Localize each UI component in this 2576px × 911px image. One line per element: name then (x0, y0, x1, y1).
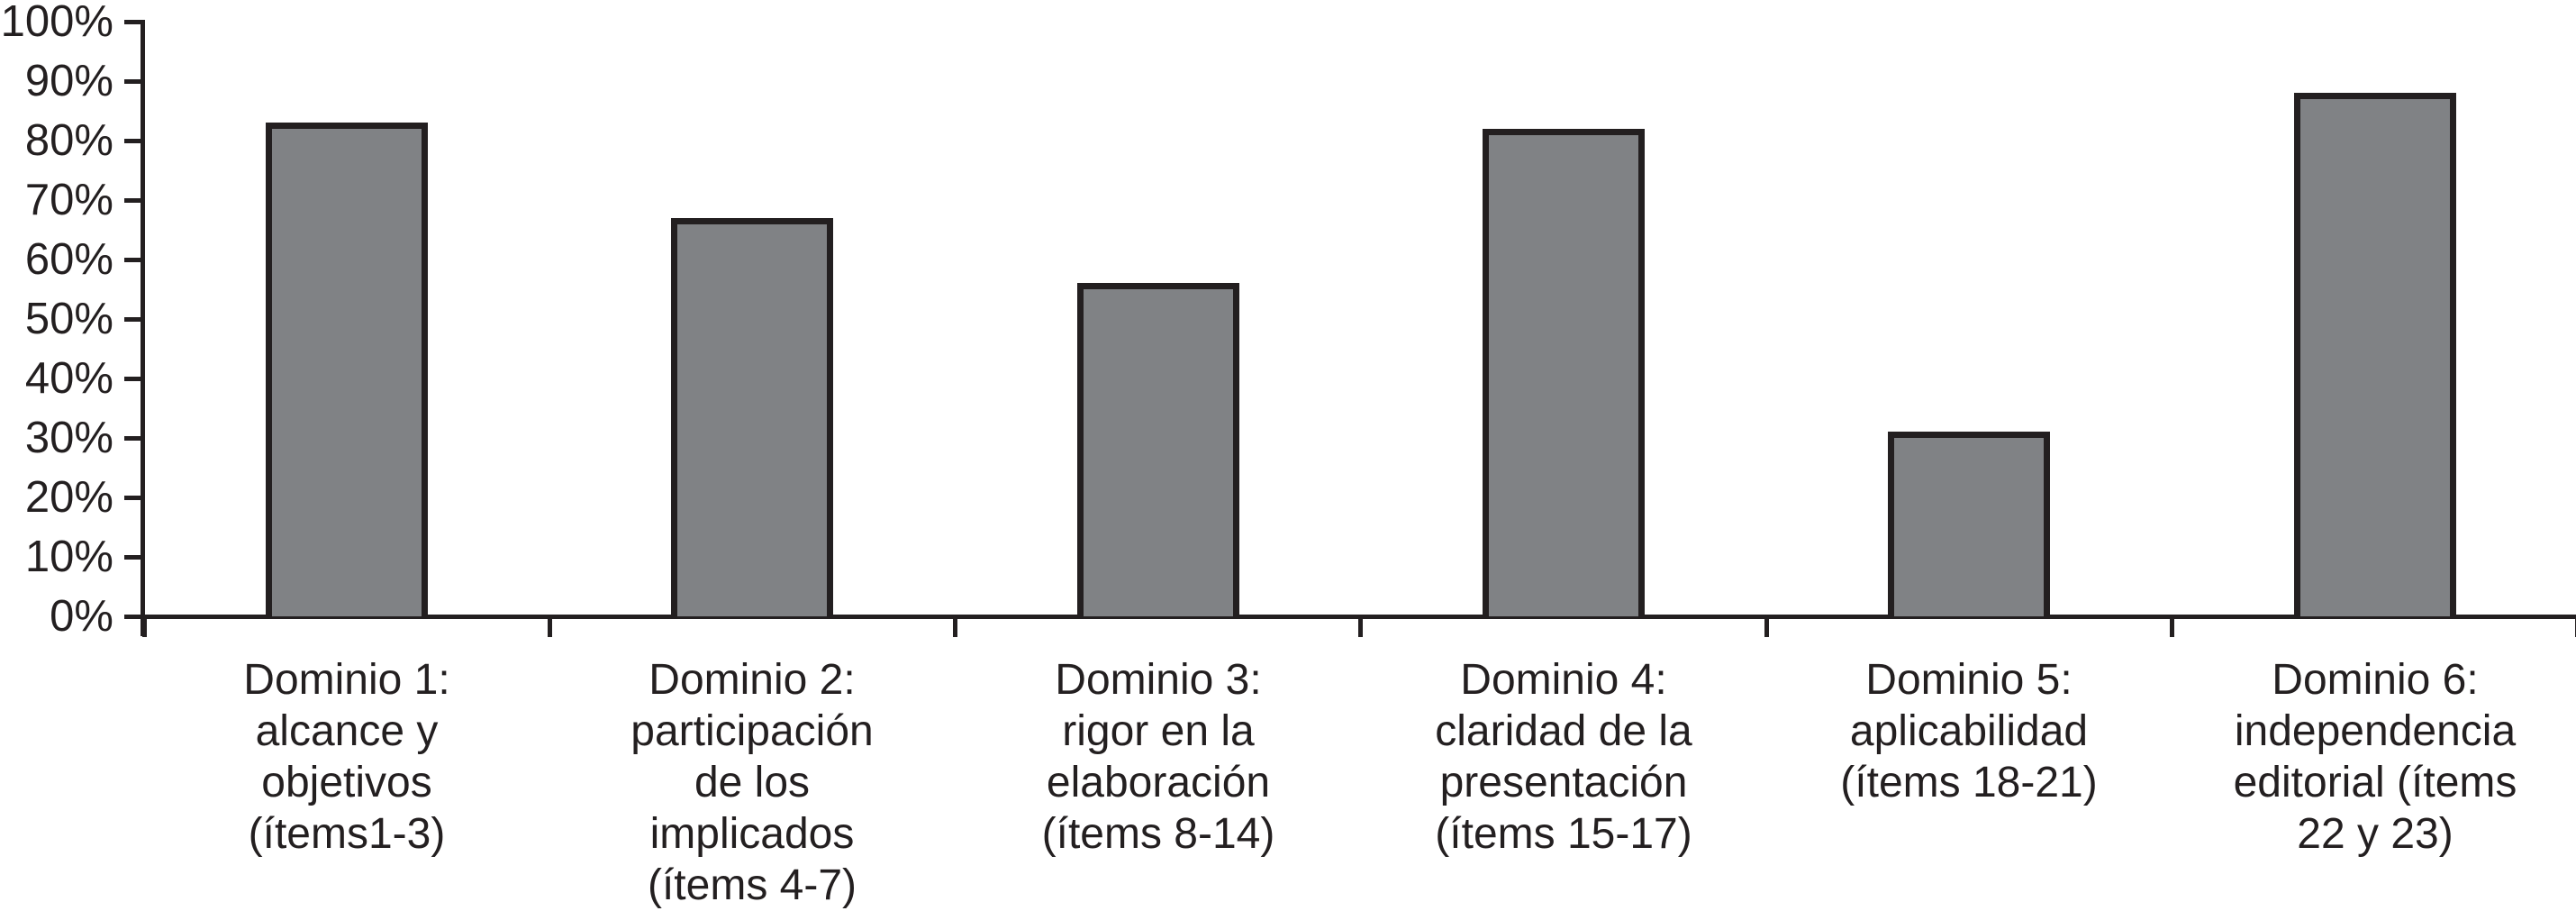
y-tick-mark-0 (124, 615, 144, 619)
y-tick-label-100: 100% (0, 0, 113, 46)
bar-dominio-5 (1888, 432, 2050, 616)
x-tick-mark-0 (142, 616, 147, 637)
category-label-dominio-6: Dominio 6: independencia editorial (ítem… (2233, 656, 2517, 858)
bar-dominio-4 (1483, 129, 1645, 616)
y-tick-mark-60 (124, 258, 144, 262)
y-tick-label-20: 20% (24, 473, 113, 522)
bar-dominio-6 (2294, 93, 2456, 616)
x-tick-mark-3 (1358, 616, 1363, 637)
category-label-dominio-5: Dominio 5: aplicabilidad (ítems 18-21) (1840, 656, 2098, 806)
y-tick-label-90: 90% (24, 57, 113, 105)
x-tick-mark-2 (953, 616, 957, 637)
y-tick-mark-100 (124, 20, 144, 24)
y-axis-line (141, 20, 145, 636)
y-tick-mark-10 (124, 555, 144, 560)
bar-dominio-2 (671, 218, 833, 616)
y-tick-label-40: 40% (24, 354, 113, 403)
category-label-dominio-2: Dominio 2: participación de los implicad… (630, 656, 874, 909)
y-tick-mark-30 (124, 436, 144, 441)
y-tick-label-50: 50% (24, 295, 113, 343)
y-tick-mark-70 (124, 198, 144, 203)
category-label-dominio-4: Dominio 4: claridad de la presentación (… (1435, 656, 1692, 858)
bar-dominio-3 (1077, 283, 1239, 616)
x-tick-mark-1 (548, 616, 552, 637)
y-tick-label-0: 0% (50, 592, 113, 641)
category-label-dominio-1: Dominio 1: alcance y objetivos (ítems1-3… (243, 656, 450, 858)
y-tick-mark-40 (124, 377, 144, 381)
y-tick-mark-90 (124, 79, 144, 84)
bar-dominio-1 (266, 123, 428, 616)
y-tick-label-10: 10% (24, 533, 113, 581)
y-tick-mark-20 (124, 496, 144, 500)
y-tick-mark-50 (124, 317, 144, 322)
y-tick-label-80: 80% (24, 116, 113, 165)
category-label-dominio-3: Dominio 3: rigor en la elaboración (ítem… (1041, 656, 1275, 858)
y-tick-mark-80 (124, 139, 144, 143)
y-tick-label-70: 70% (24, 176, 113, 224)
y-tick-label-30: 30% (24, 414, 113, 462)
y-tick-label-60: 60% (24, 235, 113, 284)
x-tick-mark-5 (2170, 616, 2174, 637)
x-tick-mark-4 (1764, 616, 1769, 637)
